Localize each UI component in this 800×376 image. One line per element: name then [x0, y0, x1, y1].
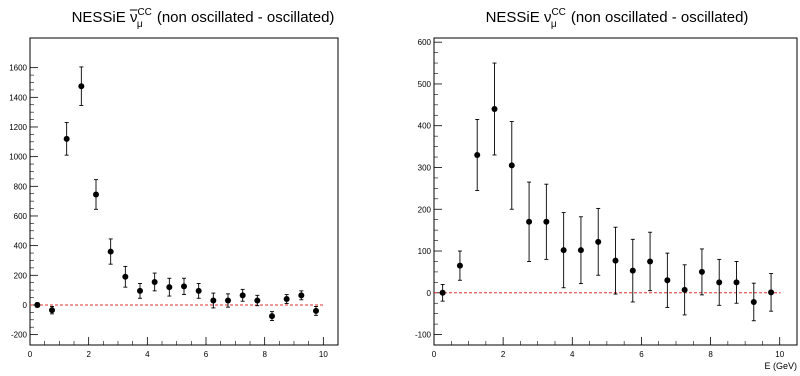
data-point — [298, 292, 305, 299]
x-tick-label: 0 — [28, 350, 33, 359]
data-point — [733, 279, 740, 286]
data-point — [239, 292, 246, 299]
data-point — [508, 162, 515, 169]
x-tick-label: 4 — [145, 350, 150, 359]
data-point — [137, 287, 143, 294]
data-point — [456, 262, 463, 269]
data-point — [768, 289, 775, 296]
y-tick-label: 800 — [14, 182, 28, 191]
chart-panel-2: NESSiE νCC μ (non oscillated - oscillated… — [415, 7, 798, 371]
data-point — [647, 258, 654, 265]
y-tick-label: -100 — [415, 331, 432, 340]
x-tick-label: 4 — [570, 350, 575, 359]
data-point — [63, 135, 70, 142]
data-point — [195, 287, 202, 294]
plot-frame — [29, 37, 339, 346]
y-tick-label: -200 — [11, 331, 28, 340]
chart-title: NESSiE νCC μ (non oscillated - oscillated… — [72, 7, 335, 30]
x-tick-label: 8 — [262, 350, 267, 359]
data-point — [664, 277, 671, 284]
data-point — [491, 106, 498, 113]
data-point — [225, 297, 231, 304]
y-tick-label: 1400 — [9, 93, 27, 102]
data-point — [577, 247, 584, 254]
data-point — [34, 301, 41, 308]
x-tick-label: 2 — [86, 350, 91, 359]
data-point — [181, 283, 187, 290]
y-tick-label: 100 — [418, 247, 432, 256]
y-tick-label: 1200 — [9, 123, 27, 132]
data-point — [254, 297, 261, 304]
data-point — [716, 279, 723, 286]
chart-title: NESSiE νCC μ (non oscillated - oscillated… — [486, 7, 749, 30]
y-tick-label: 200 — [418, 205, 432, 214]
x-tick-label: 8 — [708, 350, 713, 359]
y-tick-label: 400 — [418, 122, 432, 131]
y-tick-label: 400 — [14, 242, 28, 251]
data-point — [439, 289, 446, 296]
data-point — [210, 297, 217, 304]
y-tick-label: 600 — [418, 38, 432, 47]
y-tick-label: 0 — [427, 289, 432, 298]
x-tick-label: 6 — [204, 350, 209, 359]
y-tick-label: 300 — [418, 163, 432, 172]
data-point — [313, 307, 319, 314]
x-tick-label: 2 — [501, 350, 506, 359]
data-point — [49, 307, 55, 314]
data-point — [595, 238, 602, 245]
y-tick-label: 500 — [418, 80, 432, 89]
x-tick-label: 0 — [432, 350, 437, 359]
data-point — [750, 298, 757, 305]
data-point — [474, 151, 481, 158]
data-point — [122, 273, 129, 280]
data-point — [612, 257, 619, 264]
data-point — [166, 284, 173, 291]
y-tick-label: 200 — [14, 271, 28, 280]
x-tick-label: 6 — [639, 350, 644, 359]
data-point — [698, 268, 705, 275]
data-point — [681, 286, 688, 293]
y-tick-label: 1000 — [9, 153, 27, 162]
data-point — [269, 313, 275, 320]
data-point — [107, 248, 114, 255]
data-point — [93, 191, 99, 198]
x-tick-label: 10 — [319, 350, 328, 359]
y-tick-label: 600 — [14, 212, 28, 221]
y-tick-label: 1600 — [9, 64, 27, 73]
data-point — [629, 267, 636, 274]
data-point — [283, 296, 290, 303]
data-point — [151, 278, 158, 285]
data-point — [78, 83, 85, 90]
plot-frame — [433, 37, 798, 346]
y-tick-label: 0 — [23, 301, 28, 310]
x-axis-label: E (GeV) — [764, 361, 797, 371]
chart-panel-1: NESSiE νCC μ (non oscillated - oscillated… — [9, 7, 339, 359]
x-tick-label: 10 — [775, 350, 784, 359]
data-point — [560, 247, 567, 254]
data-point — [543, 218, 550, 225]
data-point — [526, 218, 533, 225]
